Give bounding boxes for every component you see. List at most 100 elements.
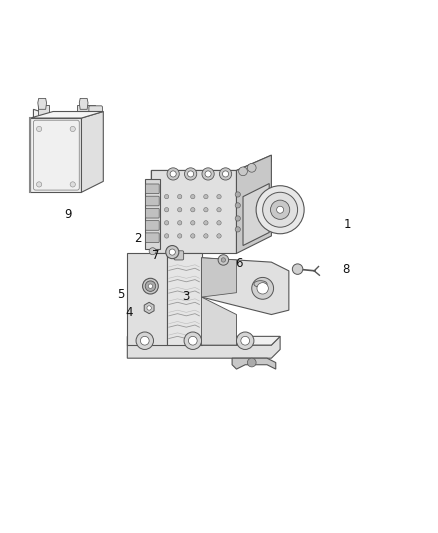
Polygon shape (38, 105, 49, 116)
Text: 7: 7 (152, 249, 159, 262)
Circle shape (184, 332, 201, 350)
Polygon shape (145, 179, 160, 249)
Circle shape (184, 168, 197, 180)
Circle shape (36, 182, 42, 187)
Circle shape (219, 168, 232, 180)
Circle shape (169, 249, 175, 255)
Circle shape (235, 227, 240, 232)
FancyBboxPatch shape (89, 106, 102, 117)
Circle shape (202, 168, 214, 180)
Circle shape (217, 221, 221, 225)
Polygon shape (33, 109, 99, 123)
Polygon shape (77, 105, 95, 116)
Circle shape (247, 164, 256, 172)
Polygon shape (151, 171, 237, 253)
Polygon shape (38, 99, 46, 109)
Polygon shape (201, 258, 289, 314)
Circle shape (217, 195, 221, 199)
Circle shape (177, 221, 182, 225)
Circle shape (177, 234, 182, 238)
FancyBboxPatch shape (146, 196, 159, 206)
Circle shape (36, 126, 42, 132)
Text: 4: 4 (126, 306, 133, 319)
Circle shape (167, 168, 179, 180)
Circle shape (223, 171, 229, 177)
Circle shape (218, 255, 229, 265)
Polygon shape (201, 258, 237, 297)
Circle shape (204, 221, 208, 225)
Circle shape (252, 277, 274, 299)
Circle shape (70, 126, 75, 132)
Polygon shape (144, 302, 154, 313)
Text: 6: 6 (235, 256, 242, 270)
Text: 9: 9 (65, 208, 72, 221)
Polygon shape (237, 155, 272, 253)
Polygon shape (243, 183, 269, 246)
Circle shape (164, 195, 169, 199)
Polygon shape (232, 358, 276, 369)
Polygon shape (79, 99, 88, 109)
Circle shape (164, 221, 169, 225)
Circle shape (148, 284, 152, 288)
Polygon shape (81, 111, 103, 192)
Circle shape (166, 246, 179, 259)
Circle shape (235, 216, 240, 221)
Circle shape (204, 195, 208, 199)
Circle shape (235, 192, 240, 197)
Circle shape (191, 234, 195, 238)
Circle shape (237, 332, 254, 350)
Circle shape (147, 306, 151, 310)
Circle shape (141, 336, 149, 345)
Circle shape (145, 281, 155, 292)
Circle shape (143, 278, 158, 294)
Circle shape (170, 171, 176, 177)
Circle shape (177, 207, 182, 212)
Text: 3: 3 (183, 290, 190, 303)
Circle shape (217, 234, 221, 238)
Circle shape (204, 207, 208, 212)
FancyBboxPatch shape (33, 120, 79, 190)
Circle shape (277, 206, 284, 213)
Text: 5: 5 (117, 288, 124, 301)
Circle shape (257, 282, 268, 294)
Circle shape (177, 195, 182, 199)
Circle shape (247, 358, 256, 367)
Polygon shape (30, 118, 81, 192)
Circle shape (187, 171, 194, 177)
Circle shape (70, 182, 75, 187)
Polygon shape (201, 297, 237, 345)
FancyBboxPatch shape (146, 233, 159, 243)
Circle shape (188, 336, 197, 345)
Circle shape (221, 258, 226, 262)
Polygon shape (127, 253, 166, 345)
Polygon shape (151, 155, 272, 179)
Circle shape (191, 195, 195, 199)
Text: 1: 1 (344, 217, 352, 231)
FancyBboxPatch shape (146, 184, 159, 193)
Circle shape (191, 207, 195, 212)
Circle shape (205, 171, 211, 177)
Circle shape (164, 234, 169, 238)
Polygon shape (127, 336, 280, 345)
Circle shape (217, 207, 221, 212)
Text: 8: 8 (342, 263, 349, 277)
Circle shape (271, 200, 290, 220)
Circle shape (235, 203, 240, 208)
Circle shape (241, 336, 250, 345)
FancyBboxPatch shape (146, 221, 159, 230)
Circle shape (164, 207, 169, 212)
Circle shape (256, 185, 304, 234)
Ellipse shape (254, 281, 267, 287)
Polygon shape (166, 253, 201, 345)
Circle shape (263, 192, 297, 227)
Circle shape (292, 264, 303, 274)
Text: 2: 2 (134, 232, 142, 245)
FancyBboxPatch shape (174, 251, 184, 260)
Circle shape (136, 332, 153, 350)
Circle shape (191, 221, 195, 225)
Circle shape (239, 167, 247, 176)
Circle shape (149, 248, 156, 255)
Polygon shape (127, 336, 280, 358)
Polygon shape (30, 111, 103, 118)
Circle shape (204, 234, 208, 238)
